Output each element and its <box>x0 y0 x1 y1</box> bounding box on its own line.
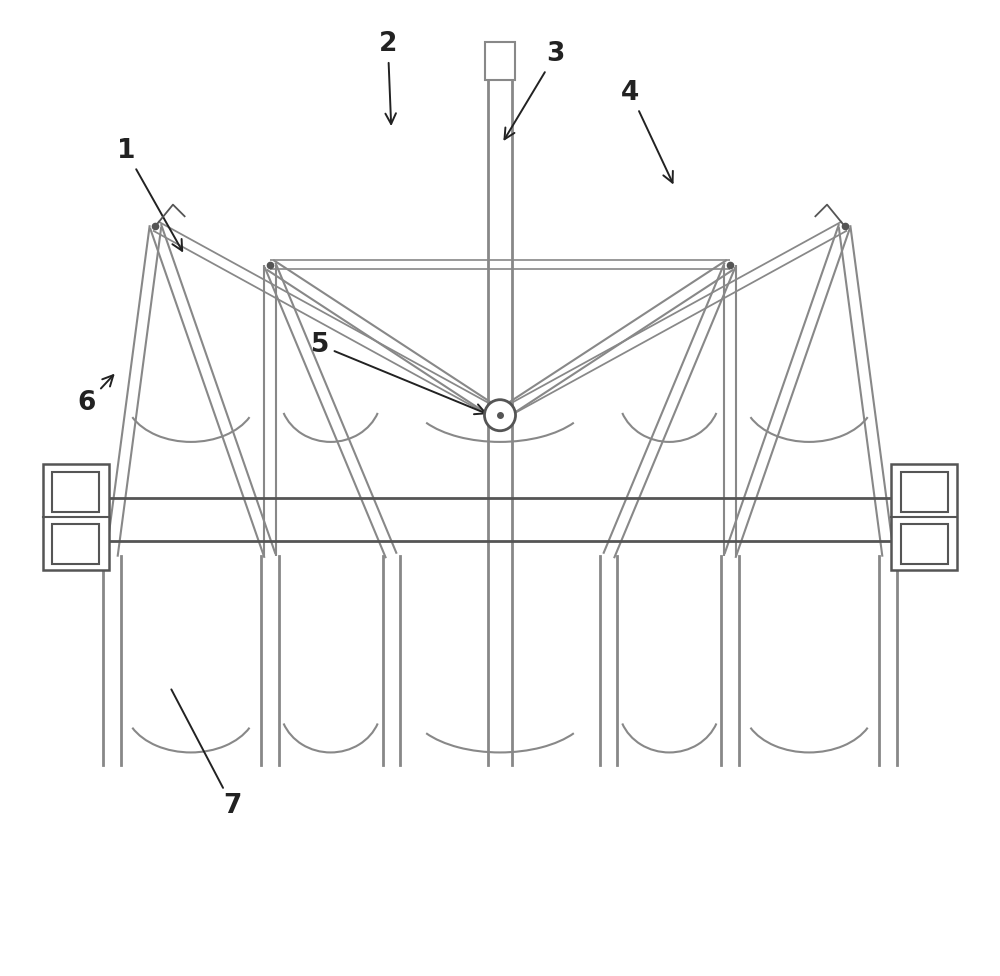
Bar <box>43 464 109 571</box>
Bar <box>52 523 99 564</box>
Text: 5: 5 <box>311 332 486 414</box>
Text: 6: 6 <box>78 375 113 417</box>
Text: 7: 7 <box>171 689 242 819</box>
Text: 2: 2 <box>379 31 397 124</box>
Bar <box>485 42 515 80</box>
Text: 4: 4 <box>621 80 673 183</box>
Bar <box>901 471 948 512</box>
Circle shape <box>484 400 516 430</box>
Text: 1: 1 <box>117 138 182 251</box>
Bar <box>891 464 957 571</box>
Text: 3: 3 <box>504 41 565 140</box>
Bar <box>901 523 948 564</box>
Bar <box>52 471 99 512</box>
